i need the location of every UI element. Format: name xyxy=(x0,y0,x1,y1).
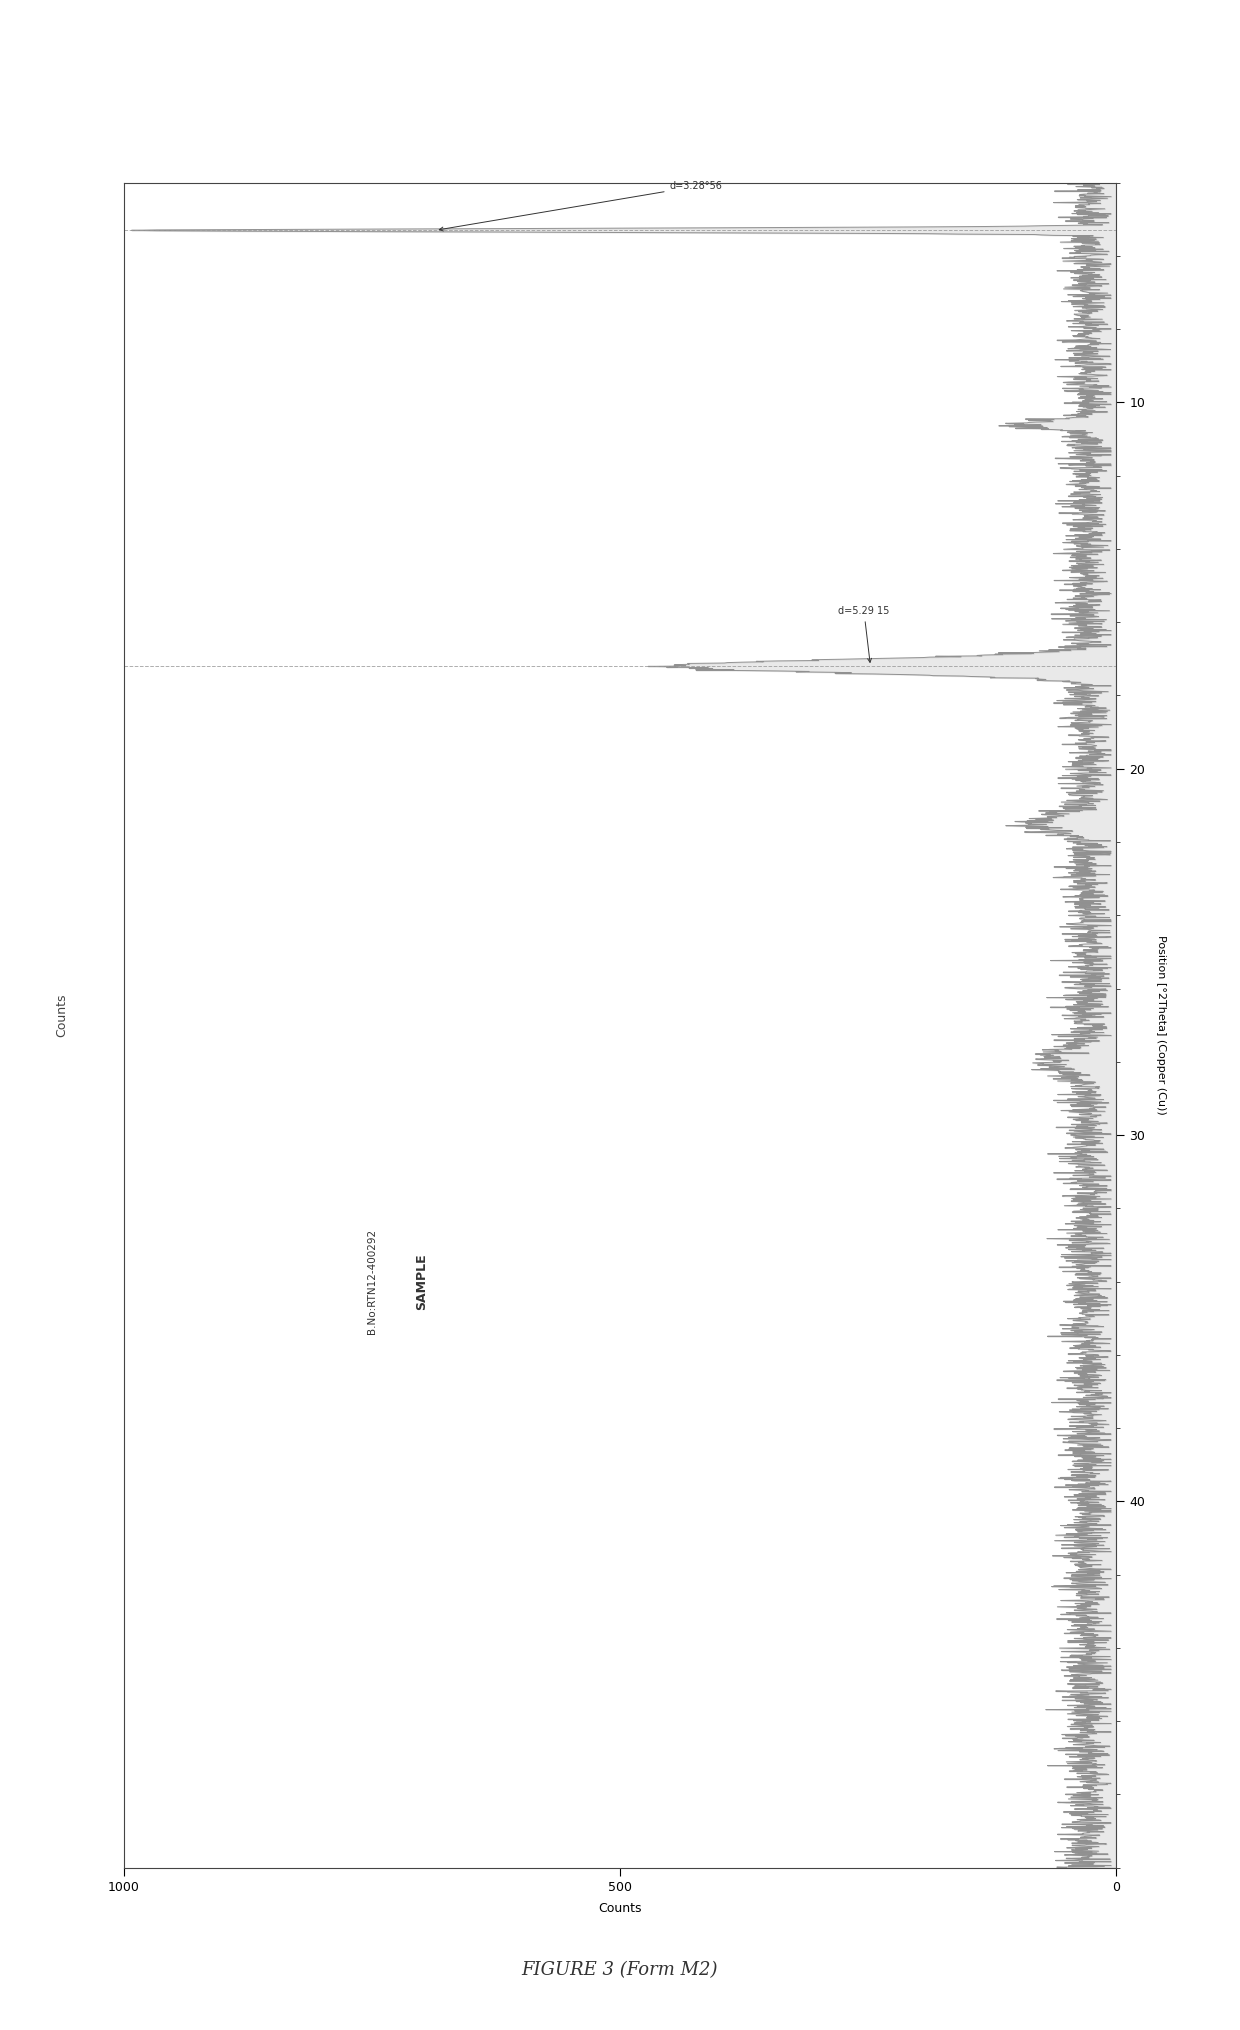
Text: d=3.28°56: d=3.28°56 xyxy=(439,181,723,231)
Text: B.No:RTN12-400292: B.No:RTN12-400292 xyxy=(367,1228,377,1334)
X-axis label: Counts: Counts xyxy=(598,1902,642,1914)
Text: FIGURE 3 (Form M2): FIGURE 3 (Form M2) xyxy=(522,1961,718,1979)
Text: SAMPLE: SAMPLE xyxy=(415,1253,428,1309)
Text: Counts: Counts xyxy=(56,993,68,1037)
Text: d=5.29 15: d=5.29 15 xyxy=(838,607,889,662)
Y-axis label: Position [°2Theta] (Copper (Cu)): Position [°2Theta] (Copper (Cu)) xyxy=(1156,936,1166,1114)
